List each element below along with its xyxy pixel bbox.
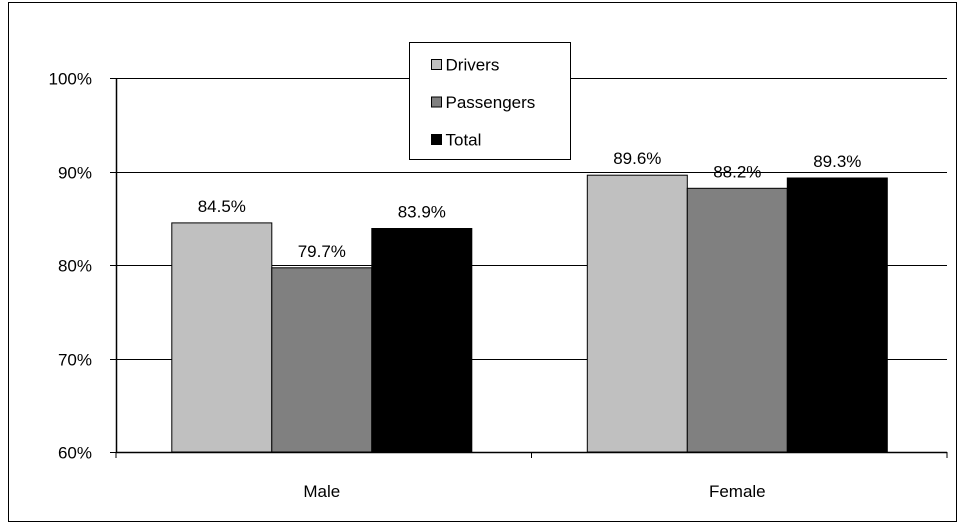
bar-passengers-male xyxy=(271,267,373,453)
data-labels: 84.5% 79.7% 83.9% 89.6% 88.2% 89.3% xyxy=(198,149,862,261)
data-label: 89.3% xyxy=(813,152,861,171)
data-label: 89.6% xyxy=(613,149,661,168)
legend-swatch-total xyxy=(431,134,442,145)
bar-passengers-female xyxy=(686,187,788,453)
bar-total-male xyxy=(371,228,473,453)
y-tick-label: 80% xyxy=(58,257,92,276)
y-tick-label: 90% xyxy=(58,164,92,183)
x-category-label: Male xyxy=(303,482,340,501)
y-tick-label: 100% xyxy=(49,70,92,89)
data-label: 84.5% xyxy=(198,197,246,216)
legend-swatch-drivers xyxy=(431,59,442,70)
x-category-label: Female xyxy=(709,482,766,501)
bar-total-female xyxy=(786,177,888,453)
legend: Drivers Passengers Total xyxy=(409,42,571,160)
data-label: 79.7% xyxy=(298,242,346,261)
bar-drivers-female xyxy=(586,174,688,453)
legend-swatch-passengers xyxy=(431,96,442,108)
y-tick-label: 70% xyxy=(58,351,92,370)
legend-label-passengers: Passengers xyxy=(446,93,536,112)
y-tick-label: 60% xyxy=(58,444,92,463)
axes: 60% 70% 80% 90% 100% Male Female xyxy=(49,70,948,501)
data-label: 88.2% xyxy=(713,162,761,181)
legend-label-drivers: Drivers xyxy=(446,56,500,75)
bars xyxy=(171,174,888,453)
data-label: 83.9% xyxy=(398,203,446,222)
bar-drivers-male xyxy=(171,222,273,453)
legend-label-total: Total xyxy=(446,131,482,150)
